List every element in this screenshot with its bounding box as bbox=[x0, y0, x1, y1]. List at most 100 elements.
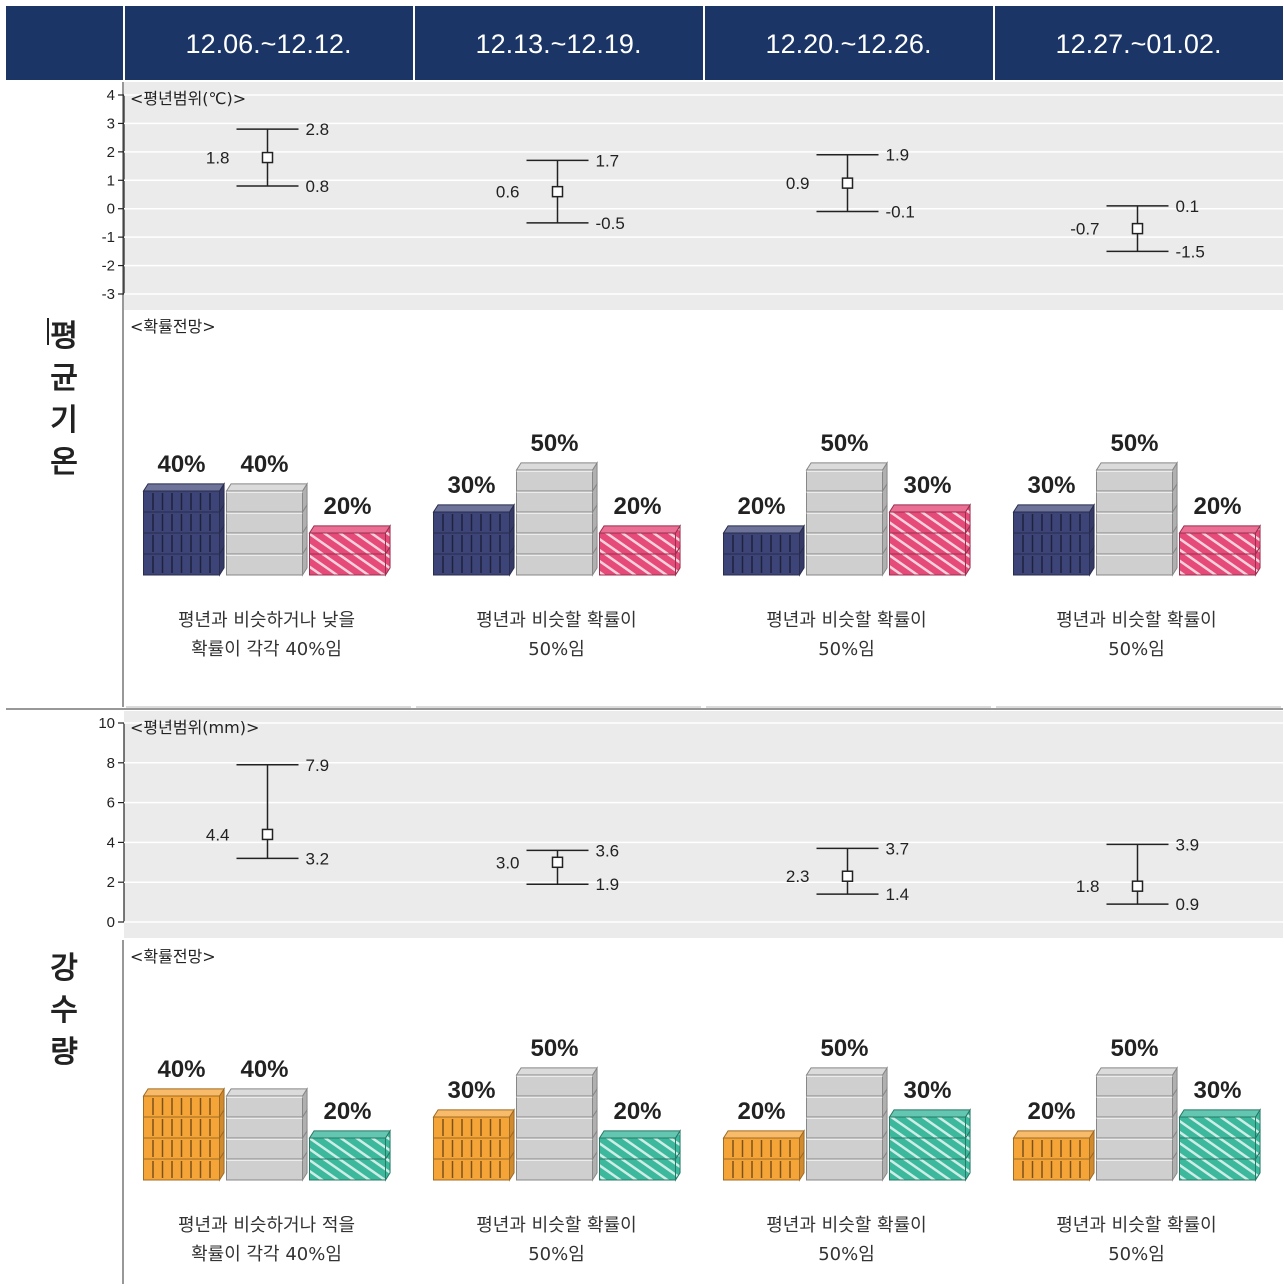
chart-subtitle: <평년범위(mm)> bbox=[130, 718, 259, 737]
mean-marker bbox=[1131, 880, 1144, 892]
probability-description: 평년과 비슷할 확률이 bbox=[476, 1215, 636, 1236]
y-tick-label: 3 bbox=[107, 115, 115, 132]
tile-top bbox=[432, 1109, 515, 1118]
tile-top bbox=[888, 1109, 971, 1118]
tile-front bbox=[806, 1095, 883, 1118]
tile-front bbox=[806, 1137, 883, 1160]
stack-below bbox=[142, 1087, 225, 1182]
tile-front bbox=[599, 532, 676, 555]
stack-above bbox=[888, 503, 971, 577]
lower-value-label: -1.5 bbox=[1176, 242, 1205, 261]
upper-value-label: 1.9 bbox=[886, 146, 910, 165]
tile-top bbox=[805, 462, 888, 471]
probability-label: 40% bbox=[240, 451, 288, 478]
tile-front bbox=[1096, 1137, 1173, 1160]
tile-front bbox=[1096, 1074, 1173, 1097]
upper-value-label: 7.9 bbox=[306, 756, 330, 775]
probability-label: 20% bbox=[1027, 1098, 1075, 1125]
probability-description: 50%임 bbox=[1108, 639, 1165, 660]
tile-front bbox=[889, 1158, 966, 1181]
y-tick-label: 0 bbox=[107, 914, 115, 931]
tile-top bbox=[142, 483, 225, 492]
tile-front bbox=[309, 1137, 386, 1160]
tile-top bbox=[1095, 1067, 1178, 1076]
stack-above bbox=[1178, 524, 1261, 577]
probability-label: 20% bbox=[1193, 493, 1241, 520]
y-tick-label: 2 bbox=[107, 874, 115, 891]
tile-top bbox=[142, 1088, 225, 1097]
stack-below bbox=[1012, 503, 1095, 577]
tile-front bbox=[226, 1158, 303, 1181]
tile-top bbox=[888, 504, 971, 513]
tile-front bbox=[516, 511, 593, 534]
mean-value-label: 3.0 bbox=[496, 853, 520, 872]
probability-description: 확률이 각각 40%임 bbox=[191, 1244, 342, 1265]
week-label-1: 12.06.~12.12. bbox=[186, 29, 352, 59]
probability-label: 50% bbox=[1110, 430, 1158, 457]
upper-value-label: 2.8 bbox=[306, 120, 330, 139]
probability-description: 평년과 비슷할 확률이 bbox=[766, 610, 926, 631]
stack-below bbox=[722, 524, 805, 577]
header-bar bbox=[6, 6, 1283, 80]
stack-above bbox=[598, 524, 681, 577]
mean-marker bbox=[551, 185, 564, 198]
tile-front bbox=[889, 511, 966, 534]
chart-background bbox=[124, 82, 1283, 310]
stack-above bbox=[598, 1129, 681, 1182]
stack-similar bbox=[805, 461, 888, 577]
temperature-range-chart: 4 3 2 1 0 -1 -2 -3 <평년범위(℃)> 2.8 0.8 1.8 1.7 -0.5 0.6 1… bbox=[102, 82, 1283, 310]
tile-front bbox=[226, 1095, 303, 1118]
mean-value-label: 0.6 bbox=[496, 183, 520, 202]
mean-value-label: 0.9 bbox=[786, 174, 810, 193]
tile-front bbox=[1096, 532, 1173, 555]
y-tick-label: 4 bbox=[107, 87, 115, 104]
mean-marker bbox=[841, 177, 854, 189]
probability-description: 평년과 비슷하거나 낮을 bbox=[178, 610, 355, 631]
y-tick-label: 2 bbox=[107, 144, 115, 161]
tile-top bbox=[515, 1067, 598, 1076]
stack-below bbox=[722, 1129, 805, 1182]
chart-background bbox=[124, 711, 1283, 938]
probability-label: 30% bbox=[903, 472, 951, 499]
mean-value-label: -0.7 bbox=[1070, 220, 1099, 239]
precipitation-range-chart: 10 8 6 4 2 0 <평년범위(mm)> 7.9 3.2 4.4 3.6 1.9 3.0 3.7 1.… bbox=[98, 711, 1283, 938]
y-tick-label: -2 bbox=[102, 258, 115, 275]
tile-front bbox=[516, 490, 593, 513]
probability-label: 20% bbox=[613, 493, 661, 520]
probability-label: 30% bbox=[1193, 1077, 1241, 1104]
tile-front bbox=[599, 553, 676, 576]
stack-similar bbox=[225, 482, 308, 577]
probability-label: 30% bbox=[447, 1077, 495, 1104]
tile-front bbox=[806, 532, 883, 555]
tile-front bbox=[1096, 1116, 1173, 1139]
probability-label: 30% bbox=[1027, 472, 1075, 499]
tile-front bbox=[1096, 490, 1173, 513]
tile-front bbox=[889, 532, 966, 555]
tile-front bbox=[806, 1158, 883, 1181]
tile-top bbox=[598, 525, 681, 534]
probability-description: 50%임 bbox=[528, 639, 585, 660]
mean-marker bbox=[551, 856, 564, 869]
stack-above bbox=[888, 1108, 971, 1182]
tile-top bbox=[225, 483, 308, 492]
y-tick-label: -1 bbox=[102, 229, 115, 246]
tile-front bbox=[226, 1116, 303, 1139]
tile-front bbox=[1179, 1137, 1256, 1160]
mean-value-label: 4.4 bbox=[206, 825, 230, 844]
probability-label: 20% bbox=[737, 493, 785, 520]
tile-front bbox=[1179, 532, 1256, 555]
probability-label: 50% bbox=[820, 430, 868, 457]
lower-value-label: 3.2 bbox=[306, 849, 330, 868]
tile-top bbox=[805, 1067, 888, 1076]
tile-top bbox=[225, 1088, 308, 1097]
probability-label: 50% bbox=[1110, 1035, 1158, 1062]
tile-front bbox=[516, 1158, 593, 1181]
y-tick-label: -3 bbox=[102, 286, 115, 303]
tile-top bbox=[308, 1130, 391, 1139]
tile-front bbox=[1096, 511, 1173, 534]
lower-value-label: 0.9 bbox=[1176, 895, 1200, 914]
tile-front bbox=[1179, 553, 1256, 576]
stack-similar bbox=[515, 461, 598, 577]
